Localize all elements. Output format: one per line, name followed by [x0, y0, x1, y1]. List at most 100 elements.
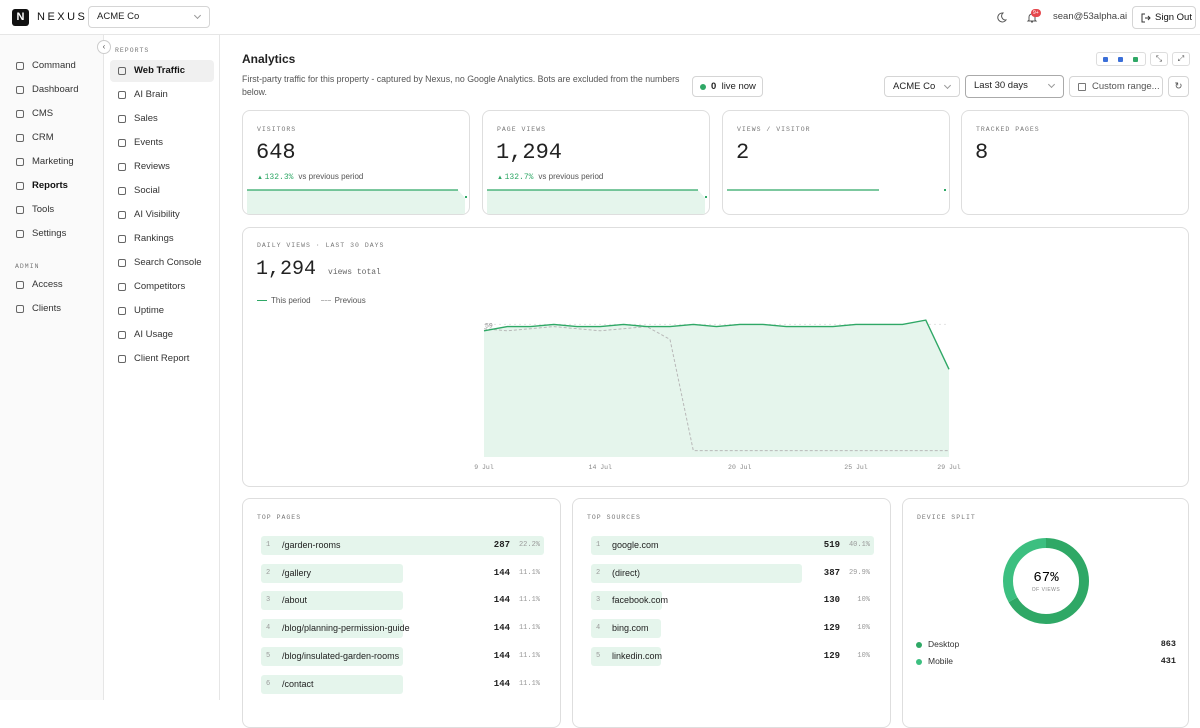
- user-email: sean@53alpha.ai: [1053, 11, 1128, 22]
- nav-item[interactable]: Reports: [4, 175, 96, 197]
- custom-range-text: Custom range...: [1092, 81, 1160, 92]
- nav-icon: [16, 158, 24, 166]
- sparkline-area: [487, 190, 705, 214]
- nav-item[interactable]: Competitors: [110, 276, 214, 298]
- legend-label: This period: [271, 296, 311, 305]
- nav-item[interactable]: Marketing: [4, 151, 96, 173]
- nav-item[interactable]: Social: [110, 180, 214, 202]
- row-name[interactable]: facebook.com: [612, 595, 669, 606]
- nav-item[interactable]: AI Brain: [110, 84, 214, 106]
- nav-icon: [118, 259, 126, 267]
- sign-out-button[interactable]: Sign Out: [1132, 6, 1196, 29]
- rank: 2: [266, 568, 271, 577]
- share-bar: [591, 619, 662, 639]
- nav-item[interactable]: Access: [4, 274, 96, 296]
- chart-title: DAILY VIEWS · LAST 30 DAYS: [257, 242, 385, 249]
- x-tick-label: 29 Jul: [937, 464, 961, 471]
- nav-label: Uptime: [134, 305, 165, 316]
- kpi-change-value: 132.3%: [264, 173, 294, 182]
- nav-label: Tools: [32, 204, 55, 215]
- row-name[interactable]: linkedin.com: [612, 650, 663, 661]
- refresh-button[interactable]: ↻: [1168, 76, 1189, 97]
- legend: This period Previous: [257, 296, 366, 305]
- donut-center-label: OF VIEWS: [1032, 587, 1061, 593]
- nav-item[interactable]: Sales: [110, 108, 214, 130]
- row-views: 519: [823, 540, 840, 550]
- org-filter[interactable]: ACME Co: [884, 76, 960, 97]
- x-tick-label: 14 Jul: [589, 464, 613, 471]
- legend-dot: [916, 659, 922, 665]
- nav-label: Access: [32, 279, 63, 290]
- row-share: 22.2%: [518, 541, 540, 549]
- row-share: 11.1%: [518, 568, 540, 577]
- nav-item[interactable]: Clients: [4, 298, 96, 320]
- row-share: 11.1%: [518, 679, 540, 688]
- area: [484, 320, 949, 457]
- row-name[interactable]: google.com: [612, 540, 659, 550]
- nav-item[interactable]: Web Traffic: [110, 60, 214, 82]
- nav-item[interactable]: Client Report: [110, 348, 214, 370]
- expand-button[interactable]: ⤢: [1172, 52, 1190, 66]
- rank: 4: [596, 624, 601, 633]
- shrink-button[interactable]: ⤡: [1150, 52, 1168, 66]
- row-name[interactable]: /contact: [282, 678, 314, 689]
- legend-label: Previous: [334, 296, 366, 305]
- page-title: Analytics: [242, 52, 296, 66]
- sidebar: Command Dashboard CMS CRM Marketing Reports To…: [0, 35, 104, 700]
- nav-item[interactable]: Settings: [4, 223, 96, 245]
- row-name[interactable]: /garden-rooms: [282, 540, 341, 550]
- nav-item[interactable]: Search Console: [110, 252, 214, 274]
- nav-item[interactable]: Dashboard: [4, 79, 96, 101]
- device-name: Mobile: [928, 656, 954, 666]
- nav-icon: [118, 283, 126, 291]
- live-label: live now: [721, 81, 756, 92]
- nav-label: Settings: [32, 228, 67, 239]
- row-name[interactable]: /blog/insulated-garden-rooms: [282, 650, 400, 661]
- row-name[interactable]: /about: [282, 595, 308, 606]
- nav-item[interactable]: Events: [110, 132, 214, 154]
- nav-item[interactable]: Reviews: [110, 156, 214, 178]
- notification-badge: 9+: [1031, 9, 1041, 17]
- nav-item[interactable]: AI Usage: [110, 324, 214, 346]
- x-tick-label: 9 Jul: [474, 464, 494, 471]
- nav-icon: [118, 307, 126, 315]
- nav-item[interactable]: Command: [4, 55, 96, 77]
- kpi-card: VISITORS 648 ▲ 132.3% vs previous period: [242, 110, 470, 215]
- org-select-text: ACME Co: [97, 11, 140, 22]
- nav-icon: [118, 355, 126, 363]
- rank: 5: [266, 651, 271, 660]
- kpi-value: 648: [256, 140, 296, 165]
- nav-item[interactable]: CMS: [4, 103, 96, 125]
- row-name[interactable]: bing.com: [612, 623, 649, 634]
- nav-item[interactable]: Rankings: [110, 228, 214, 250]
- theme-toggle[interactable]: [995, 11, 1007, 23]
- nav-label: Command: [32, 60, 76, 71]
- row-name[interactable]: (direct): [612, 567, 641, 578]
- share-bar: [261, 536, 544, 555]
- layout-toggle[interactable]: [1096, 52, 1146, 66]
- row-views: 144: [493, 595, 510, 606]
- share-bar: [261, 646, 403, 666]
- nav-item[interactable]: CRM: [4, 127, 96, 149]
- custom-range[interactable]: Custom range...: [1069, 76, 1163, 97]
- chart-total-label: views total: [328, 268, 381, 277]
- rank: 2: [596, 568, 601, 577]
- nav-item[interactable]: AI Visibility: [110, 204, 214, 226]
- row-name[interactable]: /blog/planning-permission-guide: [282, 623, 410, 634]
- row-name[interactable]: /gallery: [282, 567, 312, 578]
- row-views: 144: [493, 623, 510, 634]
- nav-item[interactable]: Uptime: [110, 300, 214, 322]
- nav-icon: [16, 206, 24, 214]
- nav-label: AI Usage: [134, 329, 174, 340]
- kpi-label: VIEWS / VISITOR: [737, 126, 811, 133]
- collapse-button[interactable]: ‹: [97, 40, 111, 54]
- device-card: DEVICE SPLIT 67% OF VIEWS Desktop 863 Mobile 4…: [902, 498, 1189, 728]
- logo[interactable]: N: [12, 9, 29, 26]
- nav-label: Rankings: [134, 233, 174, 244]
- kpi-value: 8: [975, 140, 989, 165]
- range-filter-text: Last 30 days: [974, 80, 1028, 91]
- range-filter[interactable]: Last 30 days: [965, 75, 1064, 98]
- org-select[interactable]: ACME Co: [88, 6, 210, 28]
- chart-card: DAILY VIEWS · LAST 30 DAYS 1,294 views t…: [242, 227, 1189, 487]
- nav-item[interactable]: Tools: [4, 199, 96, 221]
